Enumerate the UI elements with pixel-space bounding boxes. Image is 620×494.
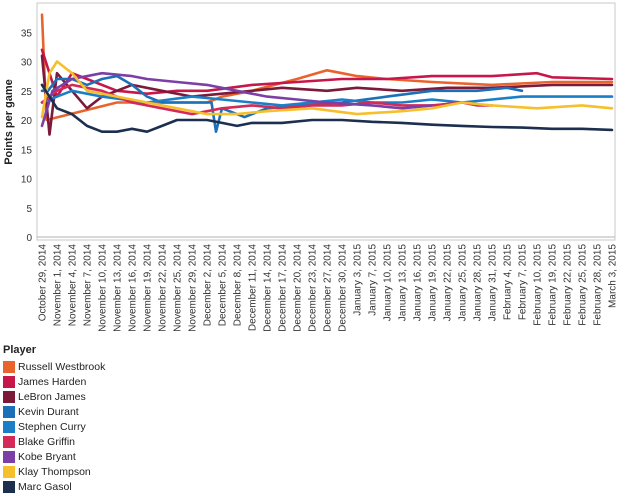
x-tick-label: February 28, 2015 xyxy=(593,244,604,326)
legend-item: Marc Gasol xyxy=(3,479,105,494)
x-tick-label: February 22, 2015 xyxy=(563,244,574,326)
legend: Player Russell Westbrook James Harden LeBr… xyxy=(3,343,105,494)
x-axis-ticks: October 29, 2014 November 1, 2014 November… xyxy=(38,244,619,332)
series-line-blake-griffin xyxy=(40,83,494,116)
series-line-kobe-bryant xyxy=(40,71,434,128)
legend-swatch xyxy=(3,465,15,478)
legend-label: Kobe Bryant xyxy=(18,450,76,463)
legend-swatch xyxy=(3,390,15,403)
x-tick-label: November 22, 2014 xyxy=(158,244,169,332)
legend-item: LeBron James xyxy=(3,389,105,404)
legend-item: Kevin Durant xyxy=(3,404,105,419)
legend-swatch xyxy=(3,435,15,448)
legend-label: LeBron James xyxy=(18,390,86,403)
x-tick-label: December 27, 2014 xyxy=(323,244,334,332)
x-tick-label: February 7, 2015 xyxy=(518,244,529,321)
x-tick-label: November 1, 2014 xyxy=(53,244,64,327)
x-tick-label: October 29, 2014 xyxy=(38,244,49,322)
legend-item: James Harden xyxy=(3,374,105,389)
y-tick-label: 15 xyxy=(21,145,33,156)
legend-label: Klay Thompson xyxy=(18,465,91,478)
x-tick-label: January 31, 2015 xyxy=(488,244,499,322)
x-tick-label: November 13, 2014 xyxy=(113,244,124,332)
x-tick-label: November 19, 2014 xyxy=(143,244,154,332)
legend-swatch xyxy=(3,450,15,463)
x-tick-label: November 25, 2014 xyxy=(173,244,184,332)
y-tick-label: 10 xyxy=(21,175,33,186)
legend-item: Stephen Curry xyxy=(3,419,105,434)
legend-swatch xyxy=(3,360,15,373)
x-tick-label: January 25, 2015 xyxy=(458,244,469,322)
x-tick-label: December 5, 2014 xyxy=(218,244,229,327)
x-tick-label: November 16, 2014 xyxy=(128,244,139,332)
legend-items: Russell Westbrook James Harden LeBron Jame… xyxy=(3,359,105,494)
x-tick-label: December 30, 2014 xyxy=(338,244,349,332)
legend-label: Stephen Curry xyxy=(18,420,86,433)
x-tick-label: February 25, 2015 xyxy=(578,244,589,326)
x-tick-label: January 3, 2015 xyxy=(353,244,364,316)
legend-item: Russell Westbrook xyxy=(3,359,105,374)
legend-label: Kevin Durant xyxy=(18,405,79,418)
legend-swatch xyxy=(3,480,15,493)
x-tick-label: December 2, 2014 xyxy=(203,244,214,327)
x-tick-label: December 8, 2014 xyxy=(233,244,244,327)
legend-swatch xyxy=(3,420,15,433)
legend-swatch xyxy=(3,405,15,418)
legend-label: Russell Westbrook xyxy=(18,360,106,373)
legend-swatch xyxy=(3,375,15,388)
x-tick-label: December 23, 2014 xyxy=(308,244,319,332)
y-axis-title: Points per game xyxy=(3,79,15,165)
y-tick-label: 35 xyxy=(21,28,33,39)
x-tick-label: November 4, 2014 xyxy=(68,244,79,327)
y-tick-label: 20 xyxy=(21,116,33,127)
y-tick-label: 5 xyxy=(26,204,32,215)
x-tick-label: November 7, 2014 xyxy=(83,244,94,327)
x-tick-label: February 10, 2015 xyxy=(533,244,544,326)
x-tick-label: December 17, 2014 xyxy=(278,244,289,332)
line-chart: 0 5 10 15 20 25 30 35 October 29, 2014 November … xyxy=(3,2,619,332)
x-tick-label: December 14, 2014 xyxy=(263,244,274,332)
legend-item: Klay Thompson xyxy=(3,464,105,479)
legend-label: James Harden xyxy=(18,375,87,388)
legend-item: Kobe Bryant xyxy=(3,449,105,464)
x-tick-label: November 10, 2014 xyxy=(98,244,109,332)
y-tick-label: 30 xyxy=(21,58,33,69)
y-tick-label: 25 xyxy=(21,87,33,98)
plot-frame xyxy=(36,2,616,241)
series-line-stephen-curry xyxy=(40,89,614,107)
series-line-klay-thompson xyxy=(40,60,614,119)
x-tick-label: January 19, 2015 xyxy=(428,244,439,322)
x-tick-label: December 20, 2014 xyxy=(293,244,304,332)
y-axis-ticks: 0 5 10 15 20 25 30 35 xyxy=(21,28,33,244)
legend-label: Blake Griffin xyxy=(18,435,75,448)
x-tick-label: February 4, 2015 xyxy=(503,244,514,321)
x-tick-label: January 13, 2015 xyxy=(398,244,409,322)
x-tick-label: March 3, 2015 xyxy=(608,244,619,308)
legend-label: Marc Gasol xyxy=(18,480,72,493)
x-tick-label: December 11, 2014 xyxy=(248,244,259,332)
x-tick-label: January 22, 2015 xyxy=(443,244,454,322)
y-tick-label: 0 xyxy=(26,233,32,244)
x-tick-label: November 29, 2014 xyxy=(188,244,199,332)
series-line-marc-gasol xyxy=(40,83,614,133)
x-tick-label: January 10, 2015 xyxy=(383,244,394,322)
legend-title: Player xyxy=(3,344,37,356)
x-tick-label: January 7, 2015 xyxy=(368,244,379,316)
legend-item: Blake Griffin xyxy=(3,434,105,449)
x-tick-label: January 16, 2015 xyxy=(413,244,424,322)
x-tick-label: February 19, 2015 xyxy=(548,244,559,326)
series-lines xyxy=(40,13,614,136)
x-tick-label: January 28, 2015 xyxy=(473,244,484,322)
